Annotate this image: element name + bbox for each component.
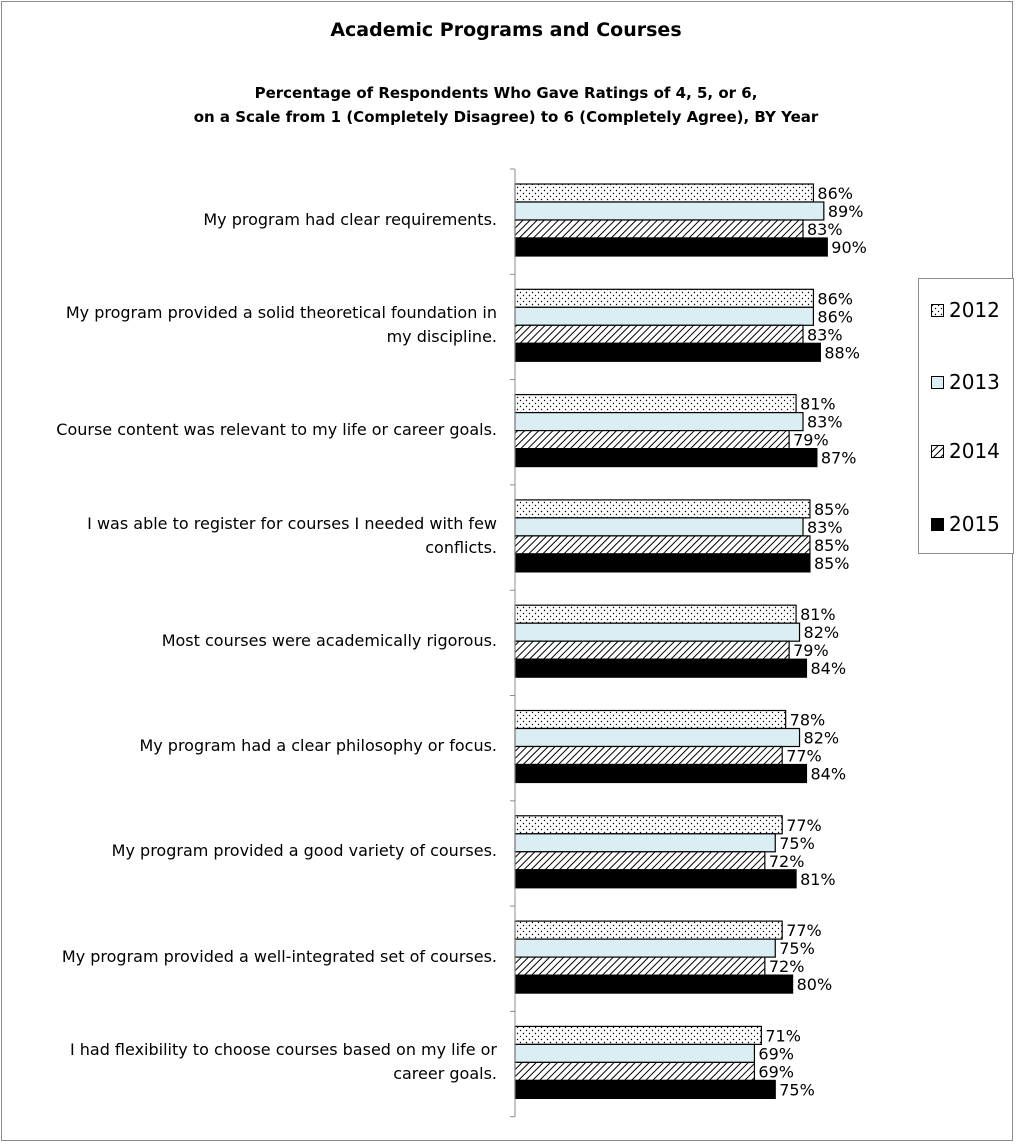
bar-2014-cat-1 [514, 219, 804, 239]
data-label-2012-cat-6: 78% [790, 711, 826, 730]
data-label-2015-cat-9: 75% [779, 1080, 815, 1099]
bar-2014-cat-8 [514, 956, 766, 976]
bar-2014-cat-6 [514, 745, 783, 766]
category-label-6: My program had a clear philosophy or foc… [139, 736, 497, 756]
data-label-2012-cat-3: 81% [800, 395, 836, 414]
bar-2015-cat-3 [514, 448, 818, 468]
bar-2013-cat-3 [514, 412, 804, 432]
bar-2013-cat-7 [514, 833, 776, 853]
bar-2013-cat-4 [514, 517, 804, 537]
legend-item-2013: 2013 [931, 368, 1000, 396]
category-label-3: Course content was relevant to my life o… [56, 420, 497, 440]
bar-2014-cat-4 [514, 535, 811, 555]
data-label-2014-cat-2: 83% [807, 325, 843, 344]
data-label-2014-cat-1: 83% [807, 220, 843, 239]
data-label-2014-cat-3: 79% [793, 431, 829, 450]
data-label-2012-cat-5: 81% [800, 605, 836, 624]
bar-2014-cat-9 [514, 1061, 756, 1082]
category-label-5: Most courses were academically rigorous. [161, 630, 497, 650]
category-label-8: My program provided a well-integrated se… [61, 946, 497, 966]
category-label-4: I was able to register for courses I nee… [87, 513, 497, 557]
bar-2015-cat-7 [514, 869, 797, 889]
data-label-2014-cat-9: 69% [758, 1062, 794, 1081]
bar-2015-cat-9 [514, 1079, 776, 1100]
legend-item-2012: 2012 [931, 296, 1000, 324]
bar-2014-cat-3 [514, 430, 790, 450]
data-label-2013-cat-9: 69% [758, 1044, 794, 1063]
bar-2015-cat-1 [514, 237, 828, 257]
category-label-9: I had flexibility to choose courses base… [69, 1040, 497, 1084]
data-label-2015-cat-6: 84% [810, 765, 846, 784]
bar-2014-cat-2 [514, 324, 804, 344]
legend-swatch-2014 [931, 444, 944, 458]
legend-swatch-2012 [931, 303, 944, 317]
data-label-2012-cat-9: 71% [765, 1026, 801, 1045]
data-label-2015-cat-5: 84% [810, 659, 846, 678]
legend-label-2013: 2013 [949, 370, 1000, 394]
data-label-2014-cat-7: 72% [769, 852, 805, 871]
bar-2012-cat-2 [514, 288, 815, 308]
category-label-2: My program provided a solid theoretical … [65, 302, 497, 346]
chart-subtitle: Percentage of Respondents Who Gave Ratin… [193, 84, 819, 126]
data-label-2015-cat-4: 85% [814, 554, 850, 573]
data-label-2015-cat-1: 90% [831, 238, 867, 257]
legend-label-2012: 2012 [949, 298, 1000, 322]
legend-item-2014: 2014 [931, 437, 1000, 465]
data-label-2014-cat-5: 79% [793, 641, 829, 660]
bar-2012-cat-3 [514, 394, 797, 414]
bar-2012-cat-1 [514, 183, 815, 203]
bar-2013-cat-8 [514, 938, 776, 958]
data-label-2013-cat-3: 83% [807, 413, 843, 432]
bar-2013-cat-5 [514, 622, 801, 642]
bar-2015-cat-5 [514, 658, 808, 678]
bar-2015-cat-4 [514, 553, 811, 573]
bar-2015-cat-6 [514, 763, 808, 784]
legend-swatch-2013 [931, 375, 944, 389]
data-label-2013-cat-4: 83% [807, 518, 843, 537]
bar-2013-cat-6 [514, 727, 801, 748]
bar-2014-cat-5 [514, 640, 790, 660]
data-label-2012-cat-4: 85% [814, 500, 850, 519]
bar-2012-cat-6 [514, 709, 787, 730]
bar-2015-cat-8 [514, 974, 794, 994]
legend-label-2015: 2015 [949, 512, 1000, 536]
data-label-2013-cat-7: 75% [779, 834, 815, 853]
data-label-2012-cat-7: 77% [786, 816, 822, 835]
data-label-2012-cat-2: 86% [817, 289, 853, 308]
data-label-2015-cat-8: 80% [797, 975, 833, 994]
bar-2012-cat-9 [514, 1025, 762, 1046]
bar-2015-cat-2 [514, 342, 821, 362]
data-label-2013-cat-2: 86% [817, 307, 853, 326]
legend: 2012 2013 2014 2015 [918, 278, 1014, 554]
legend-swatch-2015 [931, 517, 944, 531]
bar-2014-cat-7 [514, 851, 766, 871]
data-label-2012-cat-1: 86% [817, 184, 853, 203]
data-label-2014-cat-6: 77% [786, 747, 822, 766]
bar-2012-cat-4 [514, 499, 811, 519]
data-label-2014-cat-8: 72% [769, 957, 805, 976]
data-label-2013-cat-1: 89% [828, 202, 864, 221]
bar-2012-cat-5 [514, 604, 797, 624]
category-label-1: My program had clear requirements. [203, 209, 497, 229]
data-label-2013-cat-5: 82% [804, 623, 840, 642]
bar-2013-cat-9 [514, 1043, 756, 1064]
data-label-2012-cat-8: 77% [786, 921, 822, 940]
category-label-7: My program provided a good variety of co… [111, 841, 497, 861]
data-label-2013-cat-8: 75% [779, 939, 815, 958]
legend-item-2015: 2015 [931, 510, 1000, 538]
data-label-2015-cat-7: 81% [800, 870, 836, 889]
bar-2013-cat-2 [514, 306, 815, 326]
data-label-2015-cat-2: 88% [824, 343, 860, 362]
data-label-2014-cat-4: 85% [814, 536, 850, 555]
bar-2012-cat-7 [514, 815, 783, 835]
legend-label-2014: 2014 [949, 439, 1000, 463]
chart-title: Academic Programs and Courses [330, 19, 682, 41]
data-label-2013-cat-6: 82% [804, 729, 840, 748]
data-label-2015-cat-3: 87% [821, 449, 857, 468]
bar-2012-cat-8 [514, 920, 783, 940]
bar-2013-cat-1 [514, 201, 825, 221]
